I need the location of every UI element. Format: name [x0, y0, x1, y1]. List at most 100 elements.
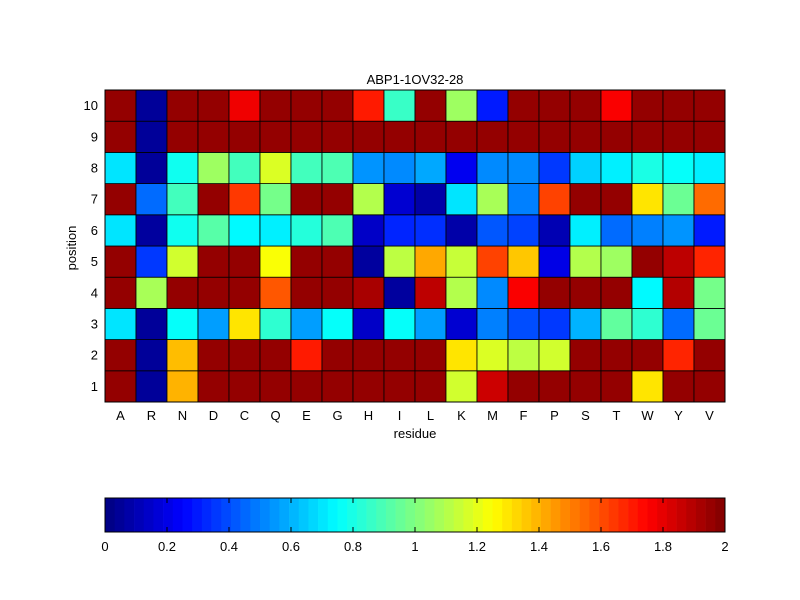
colorbar-segment: [240, 498, 251, 532]
colorbar-segment: [298, 498, 309, 532]
heatmap-cell: [414, 339, 447, 372]
heatmap-cell: [476, 120, 509, 153]
heatmap-cell: [321, 307, 354, 340]
colorbar-segment: [589, 498, 600, 532]
heatmap-cell: [662, 214, 695, 247]
chart-title: ABP1-1OV32-28: [367, 72, 464, 87]
heatmap-cell: [197, 89, 230, 122]
colorbar-segment: [666, 498, 677, 532]
heatmap-cell: [476, 370, 509, 403]
colorbar-segment: [250, 498, 261, 532]
heatmap-cell: [569, 120, 602, 153]
heatmap-cell: [383, 120, 416, 153]
heatmap-cell: [352, 151, 385, 184]
heatmap-cell: [321, 183, 354, 216]
heatmap-cell: [538, 276, 571, 309]
colorbar-segment: [695, 498, 706, 532]
heatmap-cell: [166, 89, 199, 122]
y-tick-label: 1: [91, 379, 98, 394]
heatmap-cell: [600, 370, 633, 403]
heatmap-cell: [259, 276, 292, 309]
heatmap-cell: [631, 151, 664, 184]
heatmap-cell: [476, 151, 509, 184]
heatmap-cell: [507, 307, 540, 340]
heatmap-cell: [538, 183, 571, 216]
heatmap-cell: [104, 339, 137, 372]
heatmap-cell: [104, 370, 137, 403]
heatmap-cell: [104, 89, 137, 122]
heatmap-cell: [600, 151, 633, 184]
heatmap-cell: [290, 183, 323, 216]
heatmap-cell: [197, 276, 230, 309]
heatmap-cell: [104, 307, 137, 340]
colorbar-segment: [599, 498, 610, 532]
heatmap-cell: [197, 339, 230, 372]
heatmap-cell: [476, 214, 509, 247]
colorbar-segment: [289, 498, 300, 532]
y-axis-label: position: [64, 226, 79, 271]
colorbar-segment: [492, 498, 503, 532]
heatmap-cell: [383, 89, 416, 122]
colorbar-segment: [395, 498, 406, 532]
colorbar-tick-label: 1.4: [530, 539, 548, 554]
y-tick-label: 3: [91, 317, 98, 332]
heatmap-cell: [662, 307, 695, 340]
colorbar-tick-label: 0.8: [344, 539, 362, 554]
heatmap-cell: [693, 276, 726, 309]
colorbar-segment: [560, 498, 571, 532]
x-tick-label: Q: [270, 408, 280, 423]
heatmap-cell: [135, 370, 168, 403]
heatmap-cell: [352, 120, 385, 153]
heatmap-cell: [352, 214, 385, 247]
heatmap-cell: [104, 276, 137, 309]
heatmap-cell: [290, 276, 323, 309]
heatmap-cell: [383, 276, 416, 309]
heatmap-cell: [383, 245, 416, 278]
colorbar-segment: [444, 498, 455, 532]
heatmap-cell: [166, 214, 199, 247]
heatmap-cell: [693, 151, 726, 184]
colorbar-segment: [366, 498, 377, 532]
heatmap-cell: [414, 151, 447, 184]
heatmap-cell: [662, 339, 695, 372]
heatmap-cell: [507, 276, 540, 309]
colorbar-segment: [192, 498, 203, 532]
heatmap-cell: [228, 370, 261, 403]
heatmap-cell: [600, 245, 633, 278]
x-tick-label: S: [581, 408, 590, 423]
heatmap-cell: [631, 214, 664, 247]
heatmap-cell: [569, 89, 602, 122]
heatmap-cell: [600, 214, 633, 247]
heatmap-cell: [166, 245, 199, 278]
heatmap-cell: [445, 307, 478, 340]
y-tick-labels: 1 2 3 4 5 6 7 8 9 10: [84, 98, 98, 394]
colorbar-segment: [201, 498, 212, 532]
colorbar-tick-label: 2: [721, 539, 728, 554]
colorbar-segment: [521, 498, 532, 532]
x-tick-label: N: [178, 408, 187, 423]
heatmap-cell: [414, 120, 447, 153]
heatmap-cell: [383, 339, 416, 372]
colorbar-tick-labels: 0 0.2 0.4 0.6 0.8 1 1.2 1.4 1.6 1.8 2: [101, 498, 729, 554]
heatmap-cell: [445, 339, 478, 372]
heatmap-cell: [631, 307, 664, 340]
heatmap-cell: [197, 370, 230, 403]
colorbar-segment: [153, 498, 164, 532]
x-tick-label: T: [613, 408, 621, 423]
heatmap-cell: [352, 245, 385, 278]
heatmap-cell: [414, 214, 447, 247]
heatmap-cell: [228, 245, 261, 278]
heatmap-cell: [383, 370, 416, 403]
heatmap-cell: [259, 214, 292, 247]
heatmap-cell: [445, 370, 478, 403]
heatmap-cell: [104, 245, 137, 278]
heatmap-cell: [445, 276, 478, 309]
heatmap-cell: [290, 89, 323, 122]
colorbar-tick-label: 0.2: [158, 539, 176, 554]
heatmap-cell: [321, 339, 354, 372]
colorbar-tick-label: 1.8: [654, 539, 672, 554]
heatmap-cell: [259, 245, 292, 278]
heatmap-cell: [569, 183, 602, 216]
